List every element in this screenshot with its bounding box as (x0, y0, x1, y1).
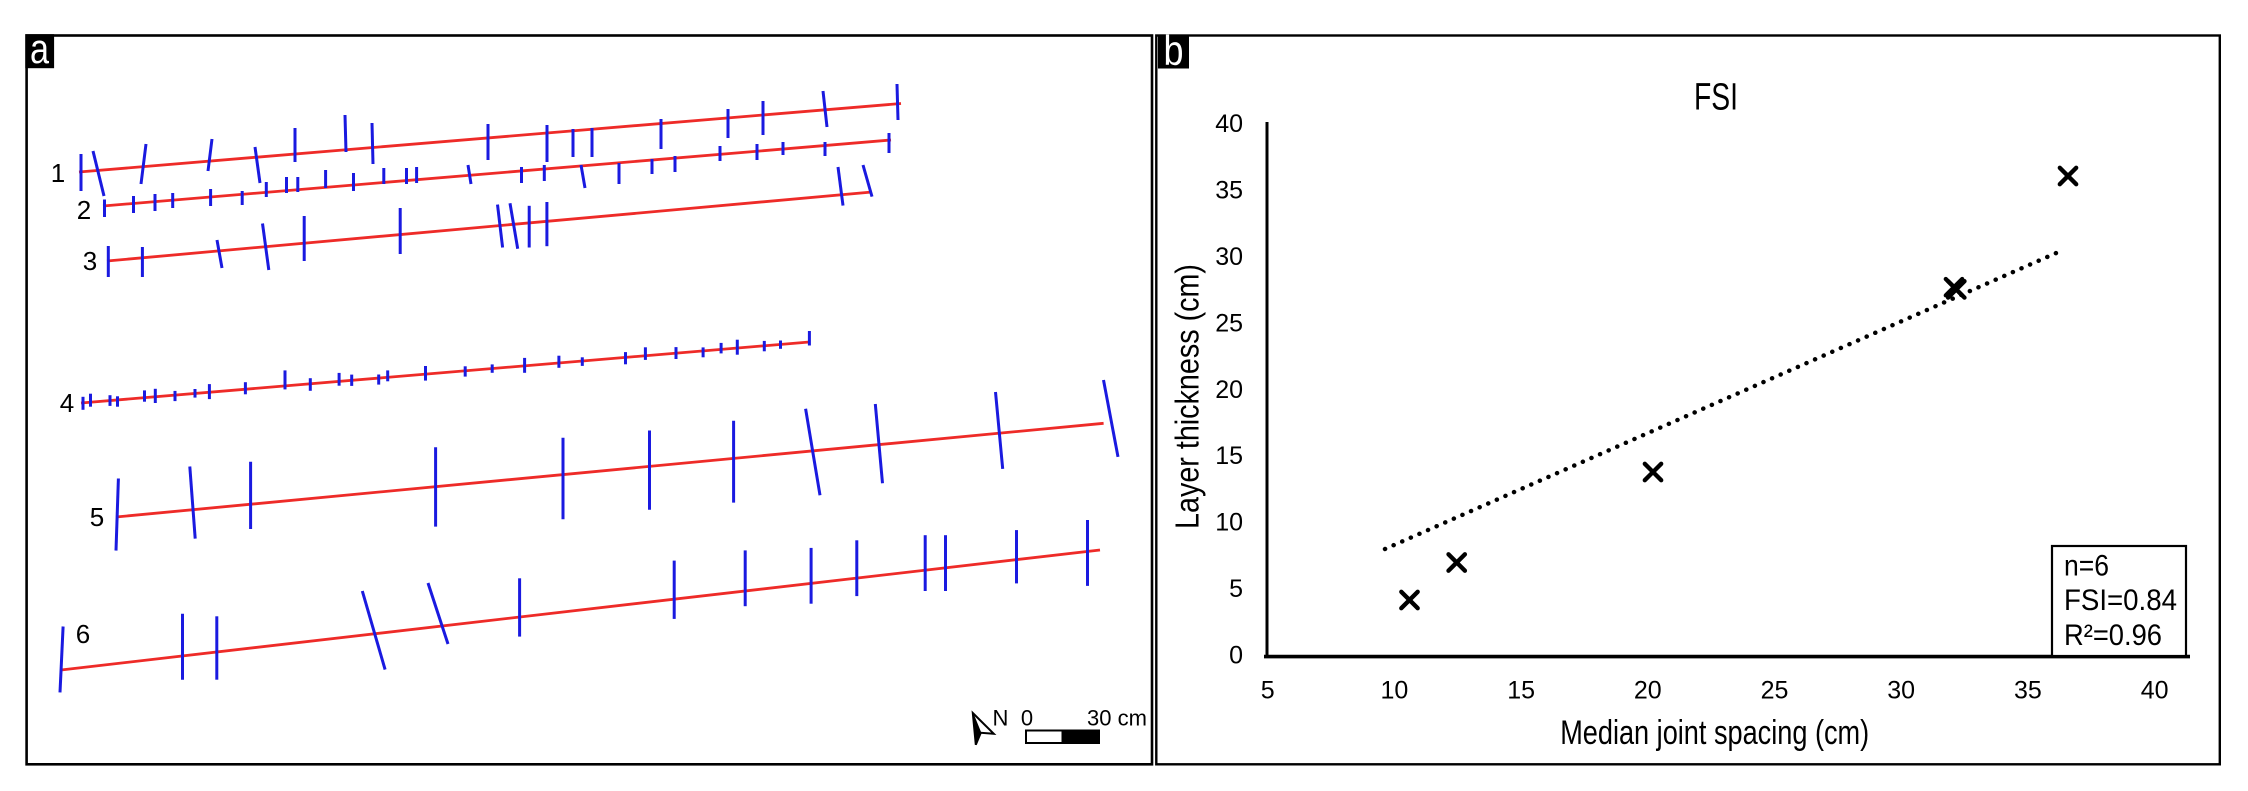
svg-text:Median joint spacing (cm): Median joint spacing (cm) (1560, 714, 1869, 752)
svg-text:10: 10 (1380, 676, 1408, 704)
svg-text:5: 5 (1229, 575, 1243, 603)
svg-text:a: a (30, 25, 50, 72)
svg-text:35: 35 (2014, 676, 2042, 704)
svg-text:20: 20 (1634, 676, 1662, 704)
svg-text:R²=0.96: R²=0.96 (2064, 619, 2162, 652)
svg-text:35: 35 (1215, 177, 1243, 205)
svg-text:30: 30 (1215, 243, 1243, 271)
svg-text:3: 3 (83, 246, 97, 276)
svg-text:1: 1 (51, 158, 65, 188)
svg-text:2: 2 (77, 195, 91, 225)
svg-text:6: 6 (76, 619, 90, 649)
svg-text:0: 0 (1021, 705, 1033, 730)
svg-text:0: 0 (1229, 641, 1243, 669)
svg-text:10: 10 (1215, 509, 1243, 537)
svg-text:FSI=0.84: FSI=0.84 (2064, 584, 2177, 617)
svg-text:4: 4 (60, 388, 74, 418)
svg-text:15: 15 (1215, 442, 1243, 470)
svg-text:40: 40 (2141, 676, 2169, 704)
svg-text:20: 20 (1215, 376, 1243, 404)
svg-text:N: N (993, 706, 1009, 731)
svg-text:5: 5 (1261, 676, 1275, 704)
svg-text:40: 40 (1215, 110, 1243, 138)
svg-text:15: 15 (1507, 676, 1535, 704)
svg-text:25: 25 (1761, 676, 1789, 704)
svg-text:25: 25 (1215, 309, 1243, 337)
svg-text:Layer thickness (cm): Layer thickness (cm) (1169, 264, 1206, 529)
svg-text:FSI: FSI (1694, 77, 1738, 119)
svg-text:30 cm: 30 cm (1087, 705, 1147, 730)
svg-text:b: b (1164, 27, 1184, 74)
svg-text:30: 30 (1887, 676, 1915, 704)
svg-text:n=6: n=6 (2064, 549, 2109, 582)
svg-text:5: 5 (90, 502, 104, 532)
